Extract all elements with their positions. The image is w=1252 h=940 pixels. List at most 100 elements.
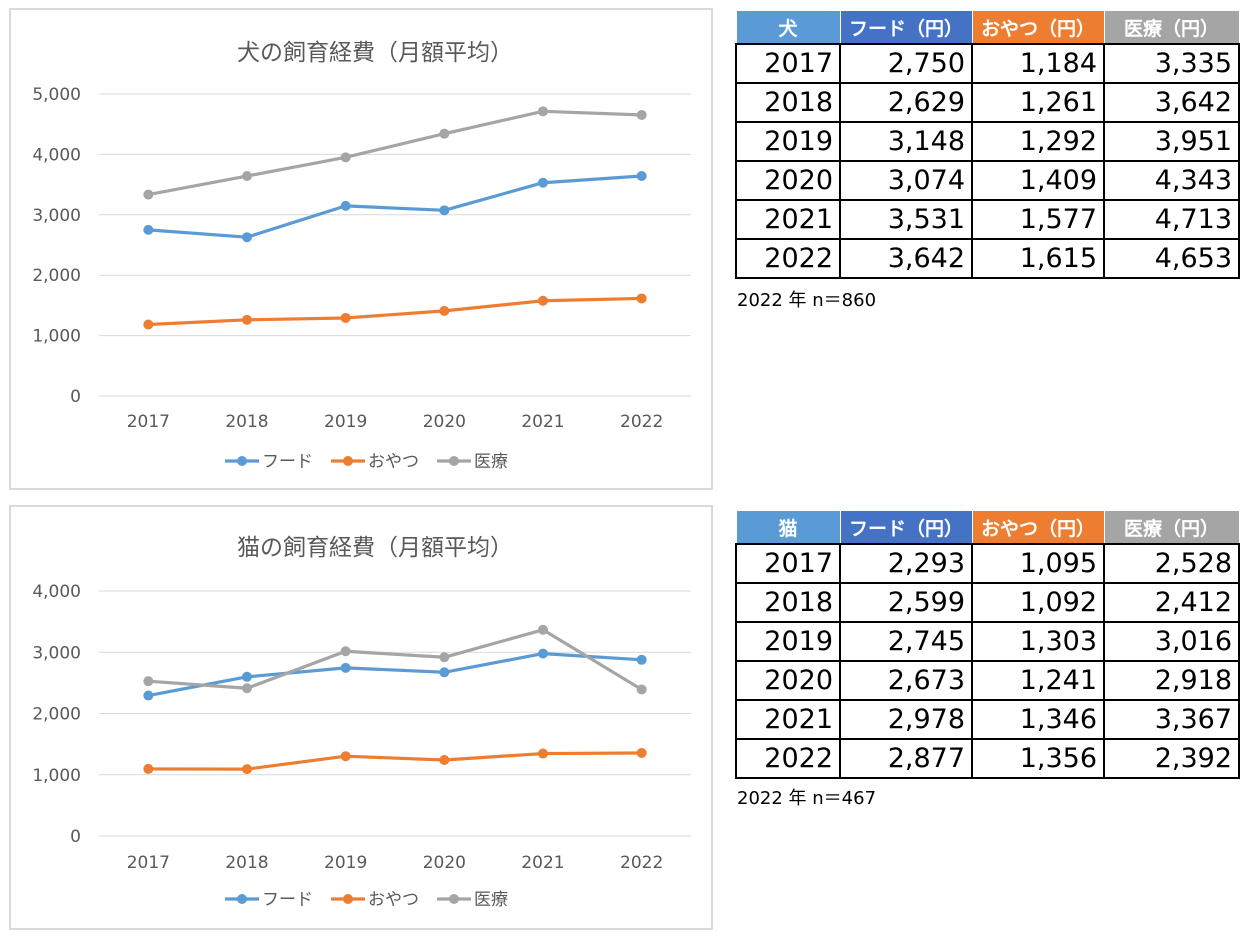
table-cell: 1,577 (971, 199, 1105, 240)
data-point (143, 690, 154, 701)
dog-cost-chart: 犬の飼育経費（月額平均） 0 1,000 2,000 3,000 4,000 5,000 20… (32, 40, 691, 472)
table-cell: 2018 (735, 82, 841, 123)
table-cell: 2,528 (1103, 543, 1240, 584)
data-point (242, 232, 252, 243)
table-cell: 2019 (735, 121, 841, 162)
x-tick-label: 2018 (225, 853, 268, 873)
series-line (148, 651, 642, 698)
legend-marker (237, 894, 247, 904)
legend-marker (449, 894, 459, 904)
table-cell: 1,241 (971, 660, 1105, 701)
data-point (636, 747, 647, 758)
table-cell: 2,978 (839, 699, 973, 740)
table-cell: 3,642 (1103, 82, 1240, 123)
table-cell: 4,713 (1103, 199, 1240, 240)
data-point (340, 200, 351, 211)
data-point (439, 754, 450, 765)
table-cell: 1,346 (971, 699, 1105, 740)
y-tick-label: 0 (70, 827, 81, 847)
table-header-cell: 医療（円） (1103, 510, 1240, 545)
table-cell: 3,642 (839, 238, 973, 279)
y-tick-label: 3,000 (32, 643, 81, 663)
y-tick-label: 5,000 (32, 85, 81, 105)
series-line (148, 628, 643, 691)
table-cell: 2,293 (839, 543, 973, 584)
table-cell: 2,750 (839, 43, 973, 84)
y-tick-label: 4,000 (32, 582, 81, 602)
series-line (148, 751, 642, 771)
table-cell: 1,184 (971, 43, 1105, 84)
legend-entry: 医療 (474, 890, 508, 910)
x-tick-label: 2020 (423, 853, 466, 873)
table-cell: 3,531 (839, 199, 973, 240)
table-header-cell: おやつ（円） (971, 10, 1105, 45)
table-cell: 3,148 (839, 121, 973, 162)
data-point (242, 314, 252, 325)
data-point (340, 662, 351, 673)
table-cell: 2021 (735, 199, 841, 240)
legend-entry: おやつ (368, 452, 419, 472)
table-cell: 2,745 (839, 621, 973, 662)
table-cell: 1,615 (971, 238, 1105, 279)
data-point (143, 319, 154, 330)
table-cell: 4,343 (1103, 160, 1240, 201)
cat-cost-chart: 猫の飼育経費（月額平均） 0 1,000 2,000 3,000 4,000 2017 201… (32, 535, 691, 910)
table-cell: 1,356 (971, 738, 1105, 779)
data-point (340, 646, 351, 657)
table-header-cell: フード（円） (839, 10, 973, 45)
data-point (538, 648, 548, 659)
table-row: 2022 3,642 1,615 4,653 (735, 238, 1240, 279)
legend-entry: フード (262, 452, 313, 472)
table-row: 2017 2,750 1,184 3,335 (735, 43, 1240, 84)
y-tick-label: 1,000 (32, 327, 81, 347)
series-line (148, 296, 642, 327)
x-tick-label: 2022 (620, 853, 663, 873)
y-tick-label: 2,000 (32, 705, 81, 725)
x-tick-label: 2021 (521, 853, 564, 873)
x-tick-label: 2020 (423, 412, 466, 432)
table-cell: 4,653 (1103, 238, 1240, 279)
x-tick-label: 2017 (127, 412, 170, 432)
table-row: 2019 3,148 1,292 3,951 (735, 121, 1240, 162)
table-cell: 3,335 (1103, 43, 1240, 84)
table-row: 2022 2,877 1,356 2,392 (735, 738, 1240, 779)
table-header-cell: 医療（円） (1103, 10, 1240, 45)
table-cell: 2022 (735, 738, 841, 779)
x-tick-label: 2019 (324, 853, 367, 873)
data-point (143, 763, 154, 774)
chart-title: 猫の飼育経費（月額平均） (237, 535, 513, 561)
table-cell: 2018 (735, 582, 841, 623)
y-tick-label: 2,000 (32, 266, 81, 286)
data-point (538, 177, 548, 188)
data-point (242, 671, 252, 682)
x-tick-label: 2018 (225, 412, 268, 432)
dog-sample-size-note: 2022 年 n＝860 (737, 290, 877, 311)
data-point (242, 683, 252, 694)
table-header-cell: 猫 (735, 510, 841, 545)
table-cell: 2022 (735, 238, 841, 279)
table-cell: 2020 (735, 160, 841, 201)
x-tick-label: 2022 (620, 412, 663, 432)
cat-cost-table: 猫 フード（円） おやつ（円） 医療（円） 2017 2,293 1,095 2,52… (735, 510, 1240, 779)
table-cell: 2021 (735, 699, 841, 740)
data-point (439, 652, 450, 663)
table-cell: 3,367 (1103, 699, 1240, 740)
table-row: 2021 3,531 1,577 4,713 (735, 199, 1240, 240)
legend-entry: おやつ (368, 890, 419, 910)
data-point (636, 293, 647, 304)
y-tick-label: 4,000 (32, 145, 81, 165)
table-header-cell: フード（円） (839, 510, 973, 545)
data-point (143, 224, 154, 235)
data-point (538, 106, 548, 117)
table-header-row: 犬 フード（円） おやつ（円） 医療（円） (735, 10, 1240, 45)
legend-marker (449, 456, 459, 466)
table-cell: 3,074 (839, 160, 973, 201)
data-point (538, 295, 548, 306)
data-point (538, 624, 548, 635)
legend-entry: フード (262, 890, 313, 910)
table-cell: 1,261 (971, 82, 1105, 123)
table-cell: 2,877 (839, 738, 973, 779)
data-point (538, 748, 548, 759)
table-cell: 2019 (735, 621, 841, 662)
y-tick-label: 3,000 (32, 206, 81, 226)
